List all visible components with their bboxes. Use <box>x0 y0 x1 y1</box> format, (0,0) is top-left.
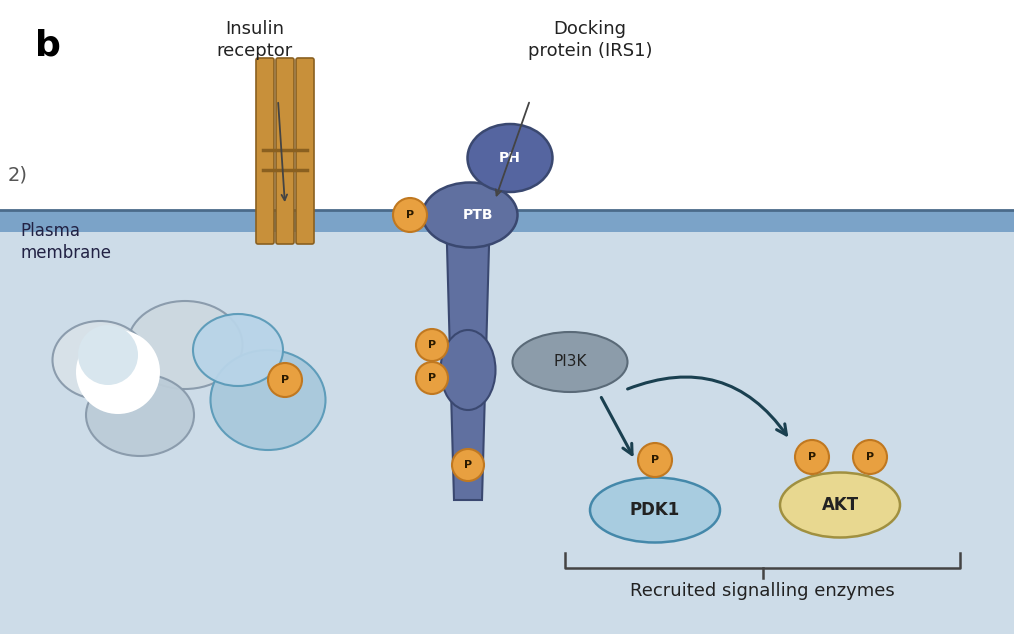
Ellipse shape <box>512 332 628 392</box>
Ellipse shape <box>86 374 194 456</box>
Circle shape <box>416 362 448 394</box>
Text: PI3K: PI3K <box>554 354 587 370</box>
FancyBboxPatch shape <box>0 232 1014 634</box>
Text: P: P <box>281 375 289 385</box>
Text: P: P <box>651 455 659 465</box>
Ellipse shape <box>128 301 242 389</box>
Circle shape <box>452 449 484 481</box>
Text: PDK1: PDK1 <box>630 501 680 519</box>
Text: AKT: AKT <box>821 496 859 514</box>
Text: P: P <box>406 210 414 220</box>
Ellipse shape <box>193 314 283 386</box>
Circle shape <box>638 443 672 477</box>
FancyBboxPatch shape <box>276 58 294 244</box>
FancyBboxPatch shape <box>256 58 274 244</box>
Ellipse shape <box>780 472 900 538</box>
Text: P: P <box>428 373 436 383</box>
Text: Insulin
receptor: Insulin receptor <box>217 20 293 60</box>
Circle shape <box>853 440 887 474</box>
Text: PTB: PTB <box>462 208 493 222</box>
Circle shape <box>268 363 302 397</box>
FancyBboxPatch shape <box>296 58 314 244</box>
Text: P: P <box>464 460 473 470</box>
Text: P: P <box>808 452 816 462</box>
Text: Docking
protein (IRS1): Docking protein (IRS1) <box>527 20 652 60</box>
Ellipse shape <box>467 124 553 192</box>
FancyBboxPatch shape <box>0 210 1014 232</box>
Circle shape <box>416 329 448 361</box>
Circle shape <box>78 325 138 385</box>
Text: P: P <box>866 452 874 462</box>
Circle shape <box>795 440 829 474</box>
Circle shape <box>76 330 160 414</box>
Text: P: P <box>428 340 436 350</box>
Text: PH: PH <box>499 151 521 165</box>
Polygon shape <box>446 210 490 500</box>
FancyBboxPatch shape <box>0 0 1014 210</box>
Circle shape <box>393 198 427 232</box>
Ellipse shape <box>53 321 147 399</box>
Text: b: b <box>35 28 61 62</box>
Ellipse shape <box>590 477 720 543</box>
Ellipse shape <box>423 183 517 247</box>
Text: Recruited signalling enzymes: Recruited signalling enzymes <box>630 582 895 600</box>
Text: 2): 2) <box>8 165 28 184</box>
Ellipse shape <box>211 350 325 450</box>
Ellipse shape <box>440 330 496 410</box>
Text: Plasma
membrane: Plasma membrane <box>20 222 111 262</box>
